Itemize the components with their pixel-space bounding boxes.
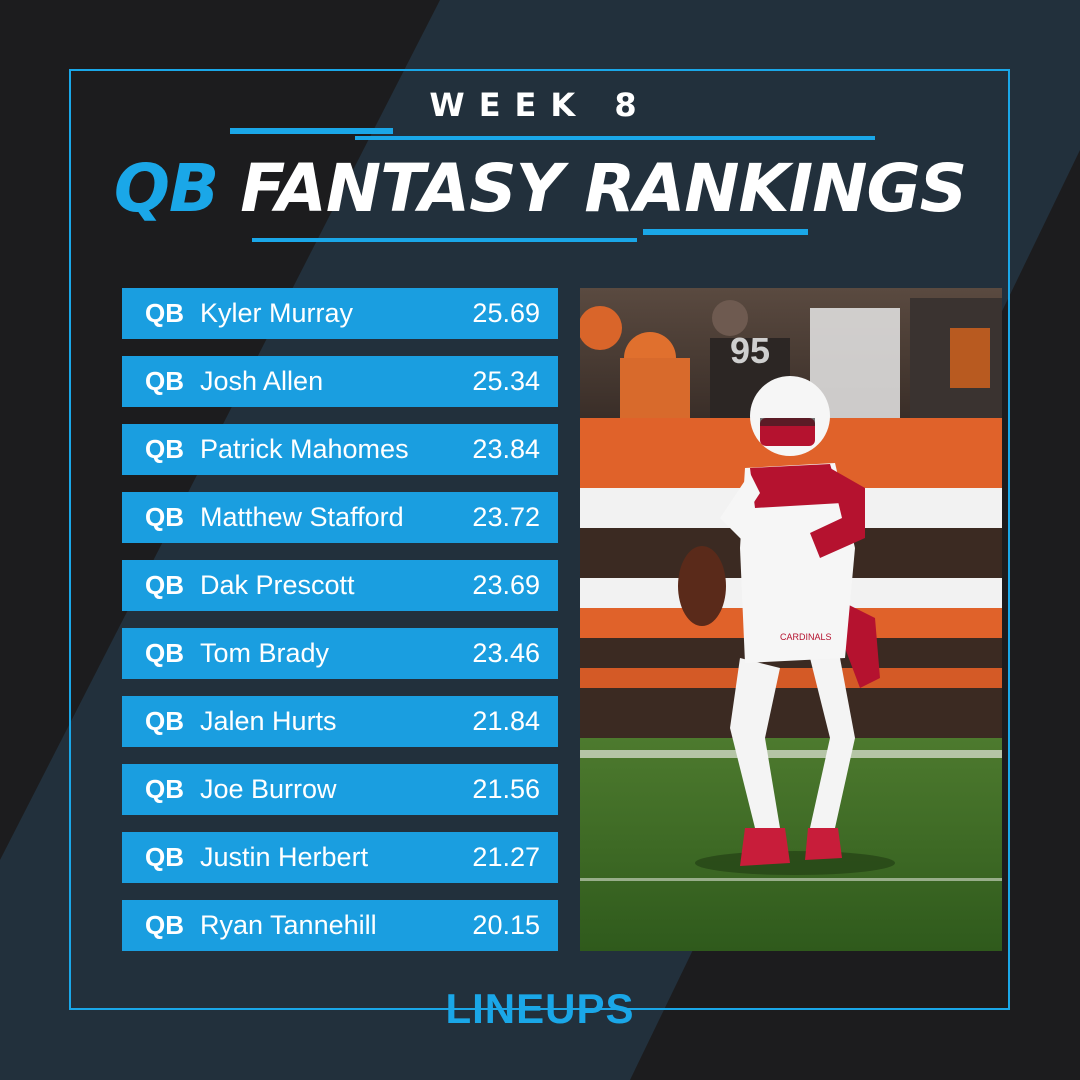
position-label: QB [145, 638, 184, 668]
title-deco-line [230, 128, 393, 134]
title-deco-line [643, 229, 808, 235]
ranking-row: QB Matthew Stafford 23.72 [122, 492, 558, 543]
player-name: Jalen Hurts [200, 706, 337, 736]
title-accent: QB [113, 150, 219, 227]
player-name: Josh Allen [200, 366, 324, 396]
projected-points: 21.56 [472, 774, 540, 804]
quarterback-figure [678, 376, 895, 875]
player-name: Kyler Murray [200, 298, 354, 328]
footer-line-left [69, 1008, 419, 1010]
position-label: QB [145, 434, 184, 464]
lineups-logo: LINEUPS [445, 985, 635, 1032]
position-label: QB [145, 842, 184, 872]
title-deco-line [252, 238, 637, 242]
position-label: QB [145, 298, 184, 328]
player-name: Matthew Stafford [200, 502, 404, 532]
position-label: QB [145, 366, 184, 396]
projected-points: 25.69 [472, 298, 540, 328]
ranking-row: QB Jalen Hurts 21.84 [122, 696, 558, 747]
projected-points: 23.72 [472, 502, 540, 532]
title-deco-line [355, 136, 875, 140]
position-label: QB [145, 570, 184, 600]
player-name: Joe Burrow [200, 774, 337, 804]
projected-points: 23.84 [472, 434, 540, 464]
player-name: Justin Herbert [200, 842, 369, 872]
position-label: QB [145, 706, 184, 736]
footer-line-right [660, 1008, 1010, 1010]
ranking-row: QB Patrick Mahomes 23.84 [122, 424, 558, 475]
projected-points: 21.27 [472, 842, 540, 872]
position-label: QB [145, 502, 184, 532]
projected-points: 21.84 [472, 706, 540, 736]
player-name: Dak Prescott [200, 570, 355, 600]
quarterback-photo-illustration: 95 [580, 288, 1002, 951]
projected-points: 20.15 [472, 910, 540, 940]
border-frame [69, 69, 1010, 1010]
jersey-text: CARDINALS [780, 632, 832, 642]
player-name: Patrick Mahomes [200, 434, 409, 464]
page-title: QB FANTASY RANKINGS [0, 150, 1080, 227]
ranking-row: QB Dak Prescott 23.69 [122, 560, 558, 611]
week-label: WEEK 8 [429, 86, 651, 124]
ranking-row: QB Josh Allen 25.34 [122, 356, 558, 407]
projected-points: 23.46 [472, 638, 540, 668]
projected-points: 25.34 [472, 366, 540, 396]
ranking-row: QB Kyler Murray 25.69 [122, 288, 558, 339]
projected-points: 23.69 [472, 570, 540, 600]
ranking-row: QB Joe Burrow 21.56 [122, 764, 558, 815]
position-label: QB [145, 910, 184, 940]
position-label: QB [145, 774, 184, 804]
ranking-row: QB Ryan Tannehill 20.15 [122, 900, 558, 951]
player-name: Tom Brady [200, 638, 330, 668]
ranking-row: QB Tom Brady 23.46 [122, 628, 558, 679]
player-name: Ryan Tannehill [200, 910, 377, 940]
svg-text:95: 95 [730, 330, 770, 371]
ranking-row: QB Justin Herbert 21.27 [122, 832, 558, 883]
player-photo: 95 [580, 288, 1002, 951]
title-main: FANTASY RANKINGS [240, 150, 967, 227]
